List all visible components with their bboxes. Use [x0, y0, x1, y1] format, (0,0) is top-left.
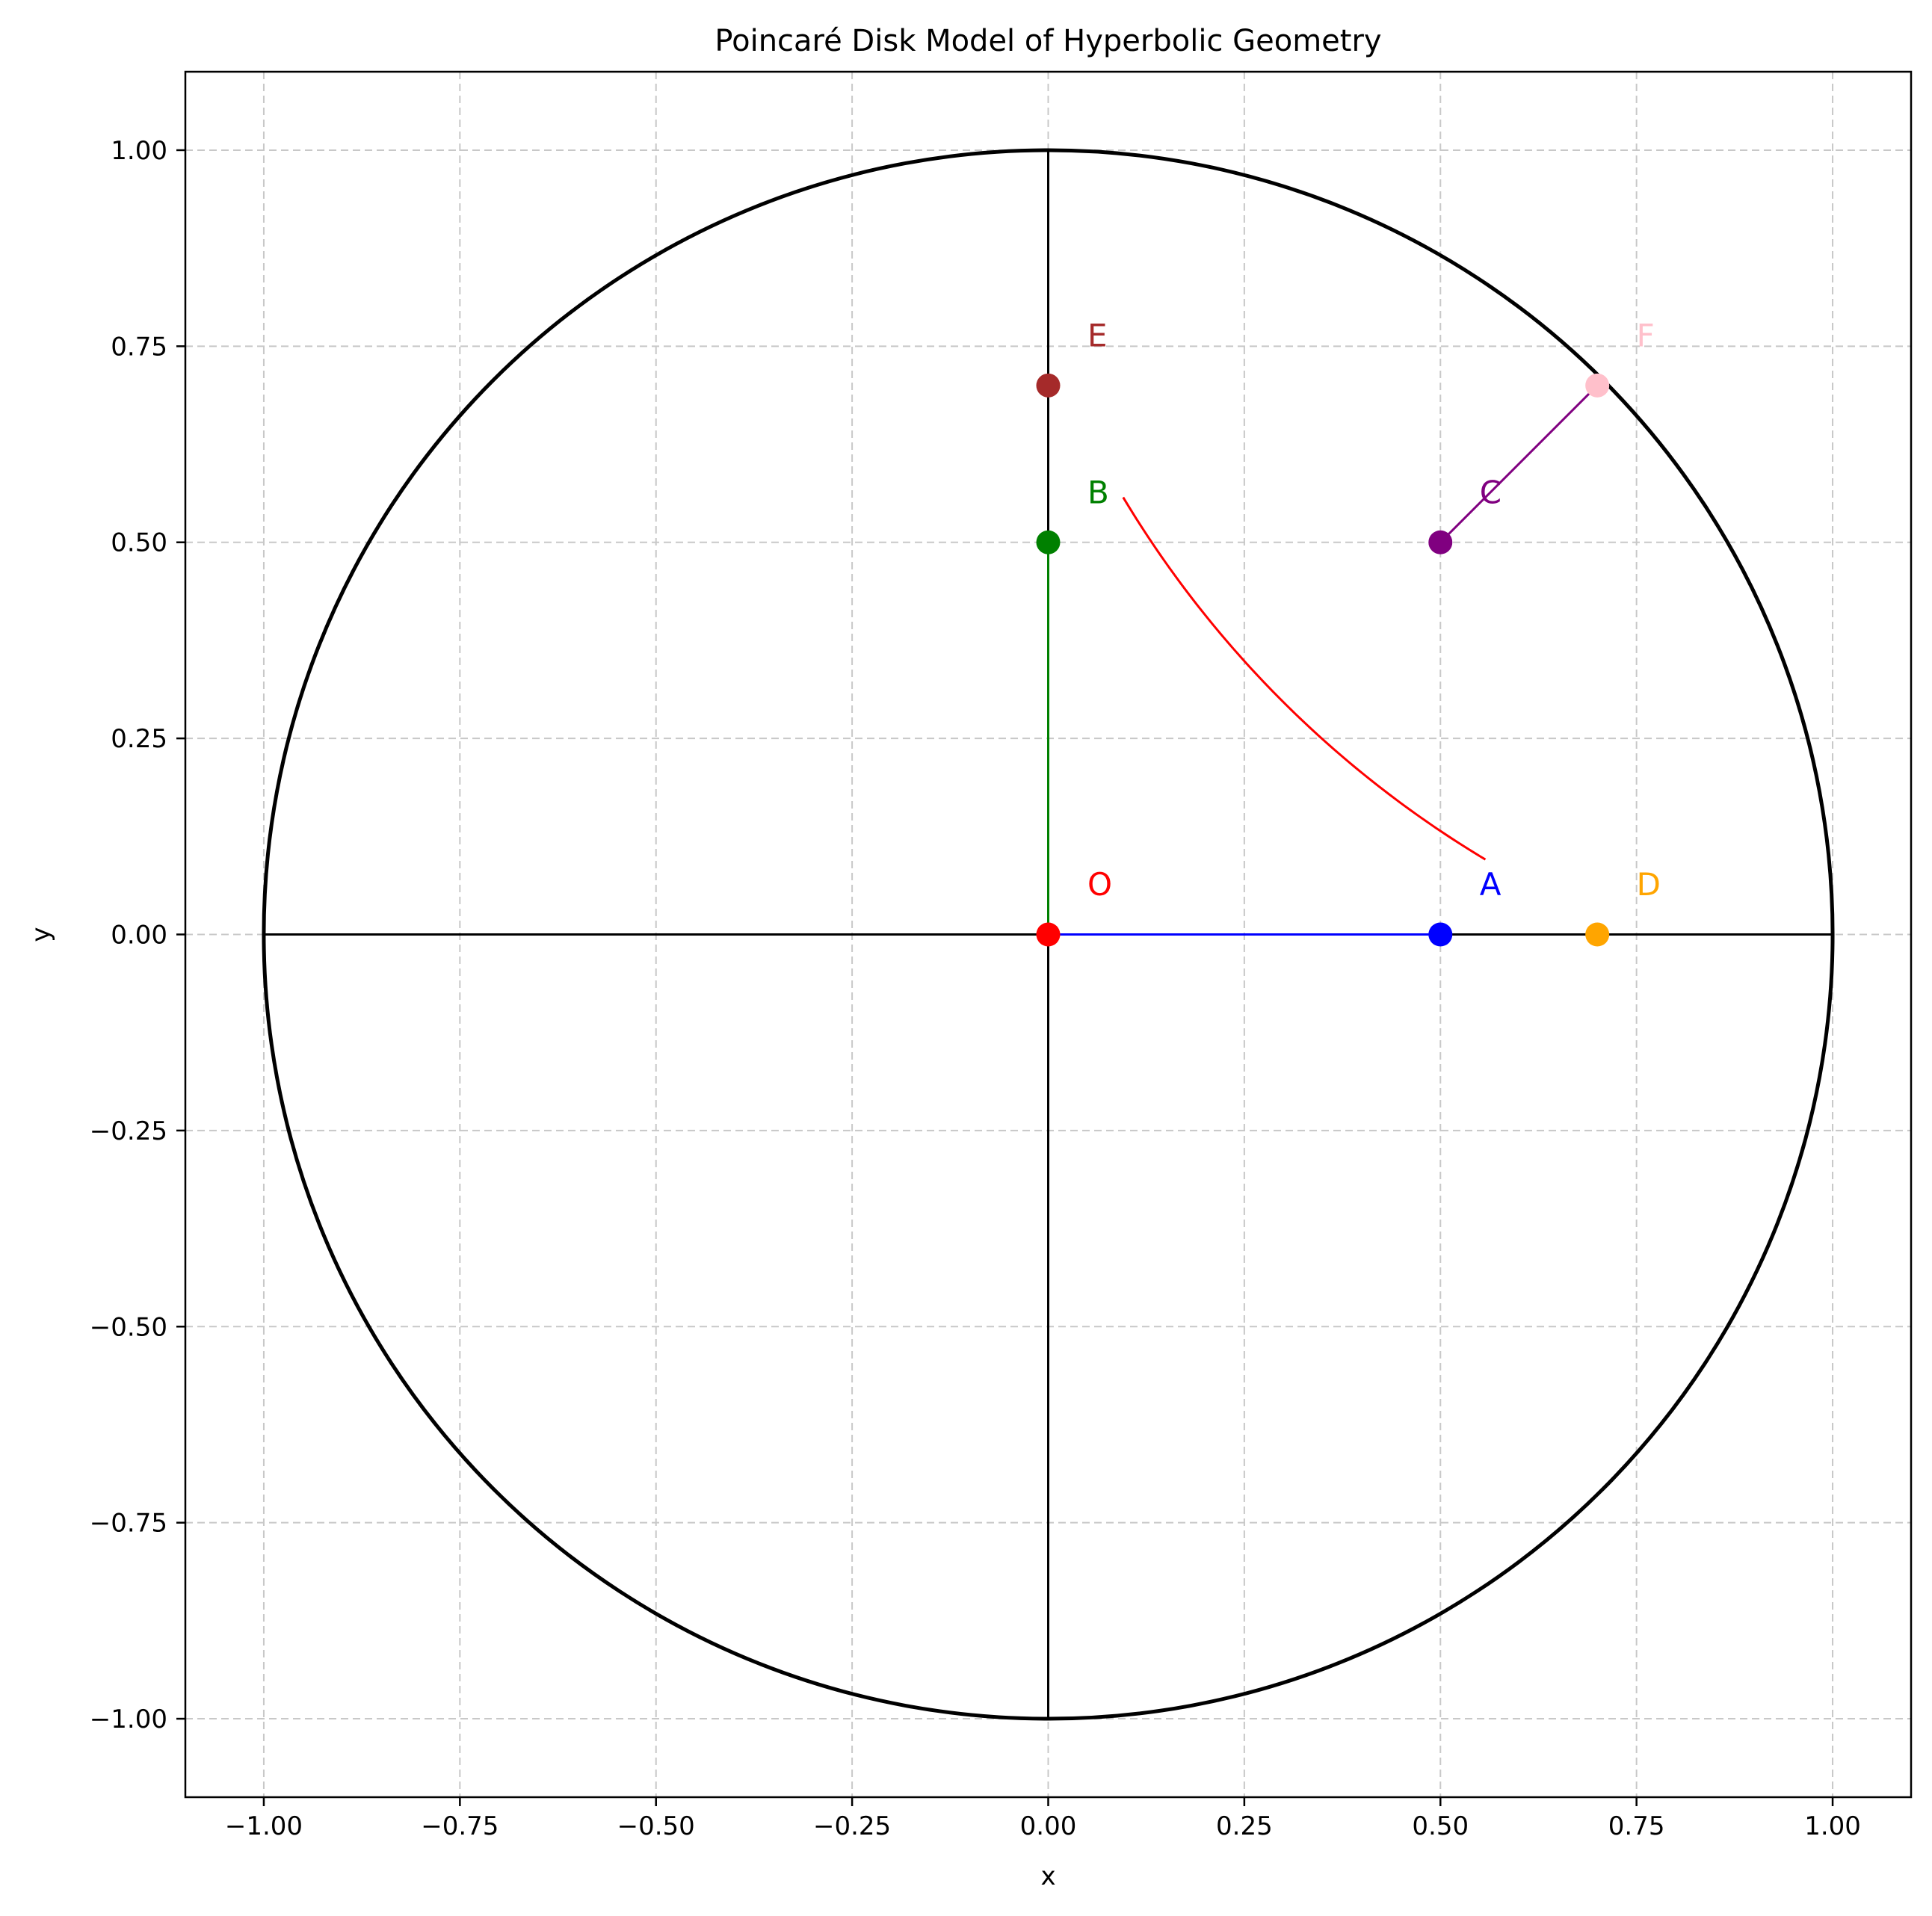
y-tick-label: 0.50 — [111, 528, 167, 558]
x-axis-label: x — [1040, 1861, 1055, 1891]
point-labels: O A B C D E F — [1087, 317, 1661, 903]
point-C — [1428, 530, 1453, 554]
x-tick-label: −0.25 — [813, 1811, 891, 1841]
point-B — [1036, 530, 1061, 554]
x-tick-label: −0.75 — [421, 1811, 499, 1841]
geodesic-AB — [1122, 496, 1487, 861]
y-axis-label: y — [26, 927, 56, 942]
point-label-A: A — [1480, 866, 1502, 903]
x-tick-label: −1.00 — [225, 1811, 303, 1841]
y-tick-label: 0.75 — [111, 332, 167, 362]
point-label-O: O — [1087, 866, 1112, 903]
segment-CF — [1439, 384, 1599, 543]
point-O — [1036, 922, 1061, 947]
y-tick-label: 1.00 — [111, 136, 167, 166]
point-label-B: B — [1087, 474, 1109, 510]
lines-layer — [1047, 384, 1599, 936]
y-tick-label: −0.50 — [90, 1312, 167, 1342]
x-tick-label: −0.50 — [617, 1811, 695, 1841]
point-label-F: F — [1637, 317, 1655, 353]
x-tick-label: 1.00 — [1804, 1811, 1861, 1841]
x-tick-label: 0.00 — [1020, 1811, 1077, 1841]
y-tick-label: −0.25 — [90, 1116, 167, 1146]
y-axis-ticks: −1.00 −0.75 −0.50 −0.25 0.00 0.25 0.50 0.75 1.00 — [90, 136, 185, 1734]
point-D — [1585, 922, 1610, 947]
point-E — [1036, 373, 1061, 398]
x-tick-label: 0.25 — [1216, 1811, 1273, 1841]
point-F — [1585, 373, 1610, 398]
y-tick-label: −1.00 — [90, 1705, 167, 1734]
y-tick-label: 0.00 — [111, 921, 167, 951]
x-tick-label: 0.75 — [1608, 1811, 1665, 1841]
point-label-C: C — [1480, 474, 1502, 510]
point-label-E: E — [1087, 317, 1108, 353]
points-layer — [1036, 373, 1610, 947]
chart-title: Poincaré Disk Model of Hyperbolic Geomet… — [715, 24, 1381, 58]
x-axis-ticks: −1.00 −0.75 −0.50 −0.25 0.00 0.25 0.50 0.75 1.00 — [225, 1797, 1861, 1841]
point-A — [1428, 922, 1453, 947]
x-tick-label: 0.50 — [1412, 1811, 1469, 1841]
y-tick-label: −0.75 — [90, 1509, 167, 1539]
point-label-D: D — [1637, 866, 1661, 903]
y-tick-label: 0.25 — [111, 724, 167, 754]
